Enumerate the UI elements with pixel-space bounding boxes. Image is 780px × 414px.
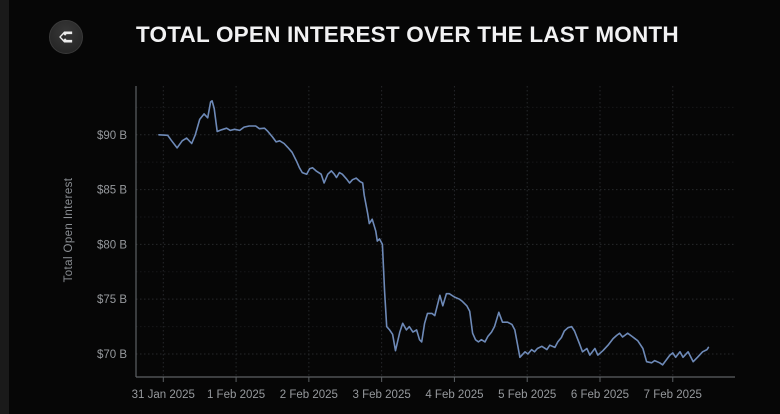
x-tick-label: 6 Feb 2025 [571,389,629,401]
x-tick-label: 2 Feb 2025 [280,389,338,401]
x-tick-label: 3 Feb 2025 [353,389,411,401]
app-logo [49,20,83,54]
y-tick-label: $80 B [97,239,127,251]
y-tick-label: $90 B [97,130,127,142]
x-tick-label: 4 Feb 2025 [425,389,483,401]
sigma-diamond-logo-icon [59,31,73,43]
x-tick-label: 1 Feb 2025 [207,389,265,401]
left-edge-strip [0,0,9,414]
series-line [158,100,710,366]
page-title: TOTAL OPEN INTEREST OVER THE LAST MONTH [136,22,679,47]
y-tick-label: $75 B [97,294,127,306]
x-tick-label: 5 Feb 2025 [498,389,556,401]
y-tick-label: $85 B [97,185,127,197]
x-tick-label: 31 Jan 2025 [132,389,195,401]
y-tick-label: $70 B [97,349,127,361]
x-tick-label: 7 Feb 2025 [644,389,702,401]
